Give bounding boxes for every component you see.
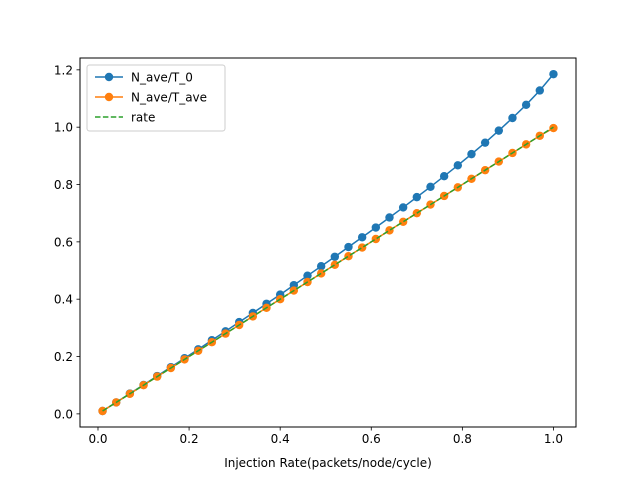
- data-point: [398, 217, 408, 226]
- legend-label: N_ave/T_ave: [131, 91, 207, 105]
- axes-frame: [79, 57, 577, 428]
- data-point: [330, 252, 340, 261]
- x-tick-label: 1.0: [544, 432, 563, 446]
- data-point: [467, 149, 476, 159]
- y-tick-label: 0.4: [54, 293, 73, 307]
- data-point: [453, 161, 463, 170]
- x-tick-label: 0.0: [88, 432, 107, 446]
- legend-marker: [104, 72, 114, 82]
- y-tick-label: 0.2: [54, 350, 73, 364]
- data-point: [385, 213, 394, 222]
- legend-item: N_ave/T_ave: [95, 91, 207, 105]
- x-tick-label: 0.8: [453, 432, 472, 446]
- data-point: [330, 260, 340, 269]
- x-axis: 0.0 0.2 0.4 0.6 0.8 1.0: [88, 427, 563, 446]
- legend-label: N_ave/T_0: [131, 71, 193, 85]
- x-tick-label: 0.6: [362, 432, 381, 446]
- legend-item: N_ave/T_0: [95, 71, 193, 85]
- series-rate: [102, 126, 554, 412]
- data-point: [412, 192, 422, 202]
- data-point: [344, 251, 353, 261]
- data-point: [426, 182, 435, 192]
- x-axis-label: Injection Rate(packets/node/cycle): [224, 456, 432, 470]
- legend-item: rate: [95, 111, 155, 125]
- x-tick-label: 0.2: [180, 432, 199, 446]
- y-tick-label: 1.2: [54, 63, 73, 77]
- y-tick-label: 0.6: [54, 235, 73, 249]
- data-point: [398, 203, 408, 212]
- legend-label: rate: [131, 111, 155, 125]
- data-point: [439, 172, 449, 181]
- data-point: [371, 234, 381, 244]
- data-point: [549, 69, 558, 79]
- data-point: [98, 406, 107, 416]
- legend-marker: [104, 92, 114, 102]
- data-point: [385, 226, 394, 235]
- y-tick-label: 1.0: [54, 121, 73, 135]
- plot-area: [98, 69, 558, 416]
- y-tick-label: 0.8: [54, 178, 73, 192]
- data-point: [371, 223, 381, 232]
- data-point: [303, 271, 312, 280]
- x-tick-label: 0.4: [271, 432, 290, 446]
- legend-box: [86, 64, 226, 132]
- series-line: [102, 126, 554, 412]
- data-point: [357, 233, 367, 242]
- series-line: [102, 73, 555, 412]
- data-point: [344, 242, 353, 252]
- data-point: [316, 269, 326, 278]
- y-axis: 0.0 0.2 0.4 0.6 0.8 1.0 1.2: [54, 63, 80, 421]
- y-tick-label: 0.0: [54, 407, 73, 421]
- data-point: [521, 100, 531, 110]
- data-point: [316, 262, 326, 271]
- data-point: [357, 243, 367, 252]
- data-point: [480, 138, 490, 147]
- data-point: [535, 86, 544, 95]
- data-point: [508, 113, 517, 123]
- data-point: [494, 126, 503, 135]
